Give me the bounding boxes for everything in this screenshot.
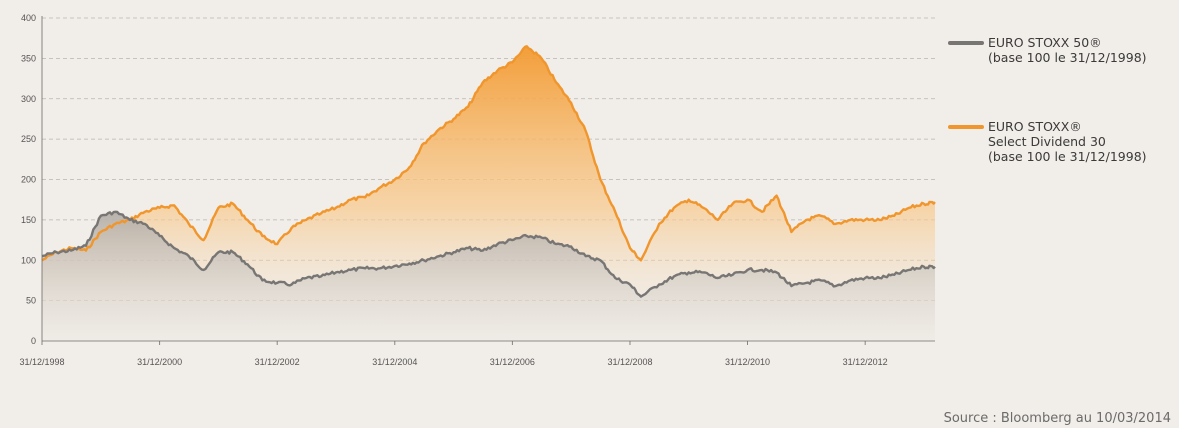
- y-tick-labels: 0 50 100 150 200 250 300 350 400: [21, 13, 36, 346]
- legend-label-line: (base 100 le 31/12/1998): [988, 149, 1147, 164]
- y-tick-label: 250: [21, 134, 36, 144]
- legend-swatch-grey: [948, 41, 984, 45]
- x-tick-label: 31/12/2008: [607, 357, 652, 367]
- x-tick-label: 31/12/2012: [843, 357, 888, 367]
- legend-label-line: EURO STOXX®: [988, 119, 1082, 134]
- x-tick-label: 31/12/2010: [725, 357, 770, 367]
- y-tick-label: 400: [21, 13, 36, 23]
- x-tick-labels: 31/12/1998 31/12/2000 31/12/2002 31/12/2004…: [19, 357, 887, 367]
- area-select_dividend: [42, 46, 935, 342]
- legend-swatch-orange: [948, 125, 984, 129]
- axes: [41, 16, 935, 345]
- legend-label-line: Select Dividend 30: [988, 134, 1106, 149]
- y-tick-label: 300: [21, 94, 36, 104]
- line-select_dividend: [41, 45, 936, 262]
- source-note: Source : Bloomberg au 10/03/2014: [943, 411, 1171, 426]
- series-areas: [42, 46, 935, 342]
- series-lines: [41, 45, 936, 298]
- x-tick-label: 31/12/2004: [372, 357, 417, 367]
- legend-label-line: (base 100 le 31/12/1998): [988, 50, 1147, 65]
- y-tick-label: 50: [26, 296, 36, 306]
- x-tick-label: 31/12/2002: [255, 357, 300, 367]
- y-tick-label: 0: [31, 336, 36, 346]
- area-euro_stoxx_50: [42, 211, 935, 341]
- y-tick-label: 100: [21, 255, 36, 265]
- x-tick-label: 31/12/2000: [137, 357, 182, 367]
- x-tick-label: 31/12/2006: [490, 357, 535, 367]
- y-tick-label: 200: [21, 175, 36, 185]
- line-euro_stoxx_50: [41, 210, 936, 298]
- legend-label-line: EURO STOXX 50®: [988, 35, 1102, 50]
- x-tick-label: 31/12/1998: [19, 357, 64, 367]
- y-tick-label: 150: [21, 215, 36, 225]
- y-tick-label: 350: [21, 53, 36, 63]
